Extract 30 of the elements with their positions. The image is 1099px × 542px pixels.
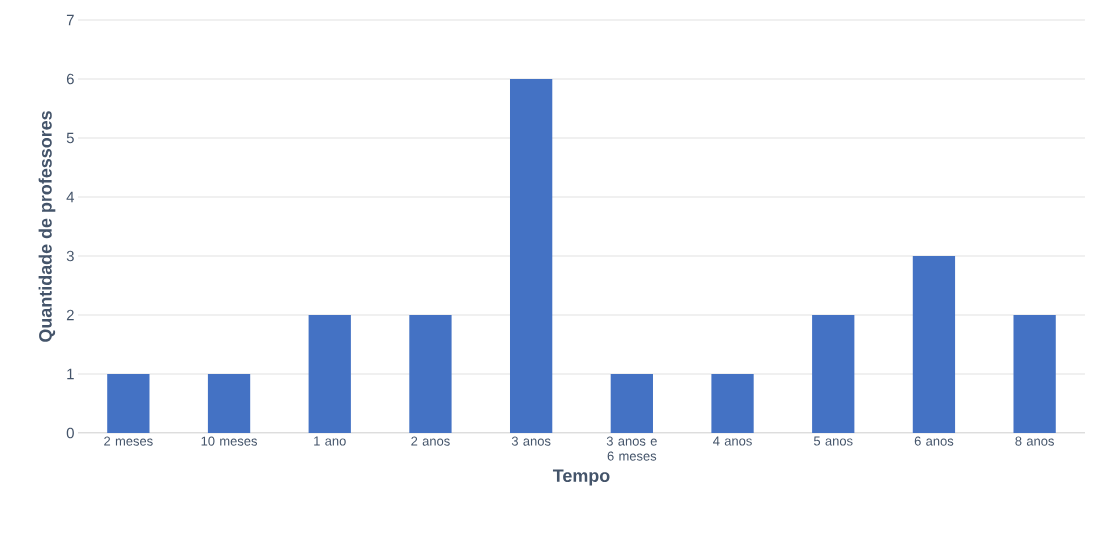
x-axis-title: Tempo (552, 469, 610, 486)
y-tick-label: 5 (66, 132, 74, 144)
bar (107, 374, 150, 433)
bar (610, 374, 653, 433)
y-tick-label: 6 (66, 73, 74, 85)
x-tick-label: 3 anos (511, 436, 551, 446)
bar (308, 315, 351, 433)
bar (812, 315, 855, 433)
bar (912, 256, 956, 433)
y-axis-title: Quantidade de professores (38, 111, 56, 342)
y-tick-label: 2 (66, 309, 74, 321)
y-tick-label: 1 (67, 368, 74, 380)
y-tick-label: 0 (66, 427, 74, 439)
x-tick-label: 10 meses (201, 436, 258, 446)
x-tick-label: 2 anos (411, 436, 450, 446)
bar (509, 79, 553, 433)
bar (1013, 315, 1056, 433)
y-tick-label: 3 (66, 250, 74, 262)
bar (711, 374, 754, 433)
y-tick-label: 7 (66, 14, 74, 26)
bar (207, 374, 251, 433)
x-tick-label: 6 anos (914, 436, 954, 446)
x-tick-label: 1 ano (314, 436, 346, 446)
bar (409, 315, 452, 433)
x-tick-label: 3 anos e 6 meses (606, 436, 657, 461)
y-tick-label: 4 (66, 191, 75, 203)
x-tick-label: 2 meses (104, 436, 153, 446)
x-tick-label: 8 anos (1015, 436, 1054, 446)
x-tick-label: 5 anos (813, 436, 853, 446)
x-tick-label: 4 anos (713, 436, 752, 446)
